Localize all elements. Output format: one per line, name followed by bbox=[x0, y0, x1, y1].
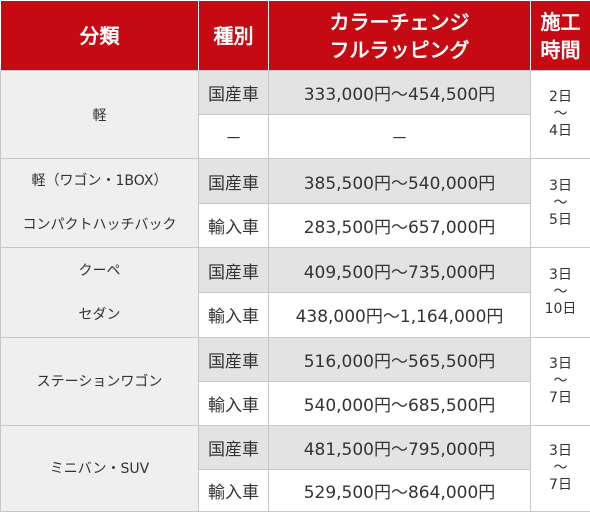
category-label: ステーションワゴン bbox=[36, 374, 163, 391]
type-cell: 国産車 bbox=[198, 424, 269, 470]
category-label: クーペ bbox=[78, 262, 121, 279]
duration-tilde: ～ bbox=[553, 284, 568, 301]
price-cell: 438,000円～1,164,000円 bbox=[268, 292, 531, 338]
table-row: 輸入車 540,000円～685,500円 bbox=[1, 380, 590, 426]
category-label: セダン bbox=[78, 306, 121, 323]
category-label: コンパクトハッチバック bbox=[22, 217, 177, 234]
price-cell: 516,000円～565,500円 bbox=[268, 336, 531, 382]
category-cell: 軽（ワゴン・1BOX） コンパクトハッチバック bbox=[0, 158, 199, 249]
table-row: 輸入車 283,500円～657,000円 bbox=[1, 202, 590, 249]
type-cell: 国産車 bbox=[198, 158, 269, 204]
header-duration-line2: 時間 bbox=[540, 37, 581, 62]
table-header-row: 分類 種別 カラーチェンジ フルラッピング 施工 時間 bbox=[0, 0, 590, 72]
table-row: 軽 国産車 333,000円～454,500円 2日 ～ 4日 bbox=[0, 70, 590, 160]
header-service-line1: カラーチェンジ bbox=[329, 9, 470, 34]
duration-cell: 3日 ～ 10日 bbox=[530, 247, 590, 338]
category-cell: クーペ セダン bbox=[0, 247, 199, 338]
price-cell: 481,500円～795,000円 bbox=[268, 424, 531, 470]
type-cell: 輸入車 bbox=[198, 292, 269, 338]
table-row: ミニバン・SUV 国産車 481,500円～795,000円 3日 ～ 7日 bbox=[0, 424, 590, 512]
header-category: 分類 bbox=[0, 0, 199, 72]
duration-tilde: ～ bbox=[553, 106, 568, 123]
category-label: 軽 bbox=[92, 107, 107, 124]
table-row: 輸入車 438,000円～1,164,000円 bbox=[1, 292, 590, 338]
type-cell: 国産車 bbox=[198, 336, 269, 382]
duration-max: 4日 bbox=[549, 123, 572, 140]
duration-tilde: ～ bbox=[553, 459, 568, 476]
type-cell: 国産車 bbox=[198, 70, 269, 116]
category-cell: 軽 bbox=[0, 70, 199, 160]
duration-min: 3日 bbox=[549, 267, 572, 284]
duration-max: 10日 bbox=[544, 301, 577, 318]
type-cell: 国産車 bbox=[198, 247, 269, 294]
header-type: 種別 bbox=[198, 0, 269, 72]
category-label: ミニバン・SUV bbox=[49, 461, 150, 478]
duration-tilde: ～ bbox=[553, 194, 568, 211]
type-cell: － bbox=[198, 114, 269, 160]
duration-max: 5日 bbox=[549, 211, 572, 228]
duration-cell: 2日 ～ 4日 bbox=[530, 70, 590, 160]
header-service-line2: フルラッピング bbox=[329, 37, 470, 62]
type-cell: 輸入車 bbox=[198, 380, 269, 426]
duration-min: 2日 bbox=[549, 89, 572, 106]
duration-min: 3日 bbox=[549, 442, 572, 459]
category-cell: ステーションワゴン bbox=[0, 336, 199, 426]
table-row: 軽（ワゴン・1BOX） コンパクトハッチバック 国産車 385,500円～540… bbox=[0, 158, 590, 249]
header-service: カラーチェンジ フルラッピング bbox=[268, 0, 531, 72]
type-cell: 輸入車 bbox=[198, 468, 269, 512]
duration-min: 3日 bbox=[549, 355, 572, 372]
table-row: － － bbox=[1, 114, 590, 160]
table-row: ステーションワゴン 国産車 516,000円～565,500円 3日 ～ 7日 bbox=[0, 336, 590, 426]
price-cell: 540,000円～685,500円 bbox=[268, 380, 531, 426]
price-cell: 529,500円～864,000円 bbox=[268, 468, 531, 512]
type-cell: 輸入車 bbox=[198, 202, 269, 249]
price-cell: － bbox=[268, 114, 531, 160]
table-row: 輸入車 529,500円～864,000円 bbox=[1, 468, 590, 512]
category-label: 軽（ワゴン・1BOX） bbox=[31, 173, 168, 190]
price-cell: 409,500円～735,000円 bbox=[268, 247, 531, 294]
table-row: クーペ セダン 国産車 409,500円～735,000円 3日 ～ 10日 bbox=[0, 247, 590, 338]
header-duration-line1: 施工 bbox=[540, 9, 581, 34]
duration-min: 3日 bbox=[549, 177, 572, 194]
duration-cell: 3日 ～ 7日 bbox=[530, 424, 590, 512]
duration-max: 7日 bbox=[549, 389, 572, 406]
duration-cell: 3日 ～ 7日 bbox=[530, 336, 590, 426]
price-cell: 283,500円～657,000円 bbox=[268, 202, 531, 249]
duration-cell: 3日 ～ 5日 bbox=[530, 158, 590, 249]
price-cell: 333,000円～454,500円 bbox=[268, 70, 531, 116]
category-cell: ミニバン・SUV bbox=[0, 424, 199, 512]
price-cell: 385,500円～540,000円 bbox=[268, 158, 531, 204]
header-duration: 施工 時間 bbox=[530, 0, 590, 72]
duration-max: 7日 bbox=[549, 476, 572, 493]
duration-tilde: ～ bbox=[553, 372, 568, 389]
